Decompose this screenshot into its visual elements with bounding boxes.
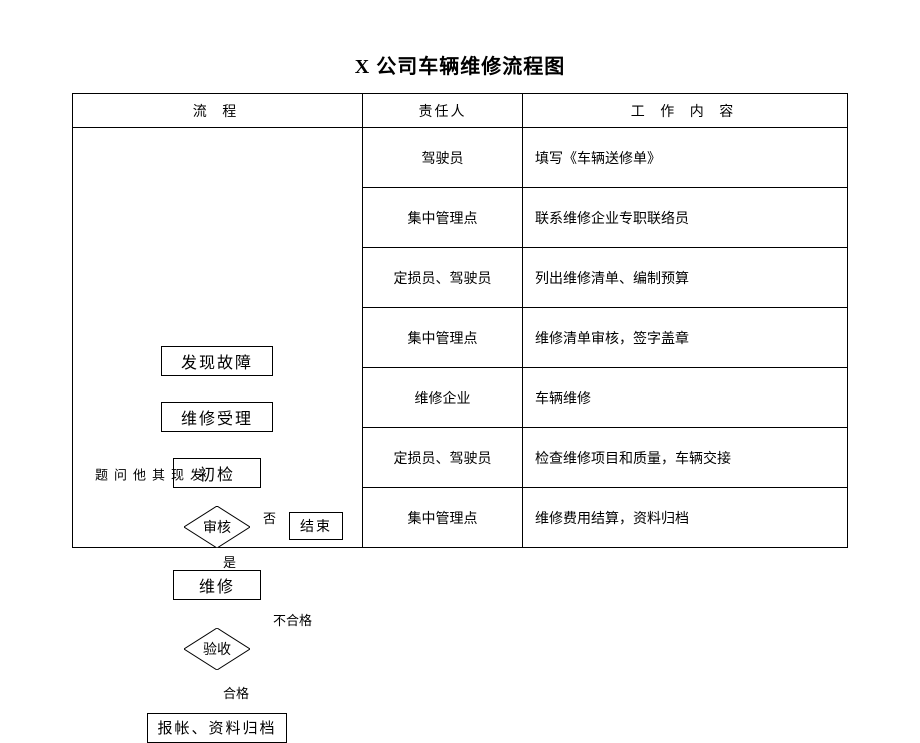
flow-node-n4: 结束 xyxy=(289,512,343,540)
flow-edge-label: 合格 xyxy=(223,683,249,702)
table-row-work: 车辆维修 xyxy=(523,368,848,428)
header-responsible: 责任人 xyxy=(363,94,523,128)
table-row-resp: 集中管理点 xyxy=(363,188,523,248)
process-table: 流 程 责任人 工 作 内 容 发现故障维修受理初检审核结束维修验收报帐、资料归… xyxy=(72,93,848,548)
table-row-resp: 集中管理点 xyxy=(363,488,523,548)
table-row-work: 维修费用结算，资料归档 xyxy=(523,488,848,548)
table-row-resp: 维修企业 xyxy=(363,368,523,428)
table-row-work: 联系维修企业专职联络员 xyxy=(523,188,848,248)
flowchart-cell: 发现故障维修受理初检审核结束维修验收报帐、资料归档否是合格不合格发现其他问题 xyxy=(73,128,363,548)
flow-edge-label: 否 xyxy=(263,508,276,527)
table-row-work: 填写《车辆送修单》 xyxy=(523,128,848,188)
flow-edge-label: 发现其他问题 xyxy=(91,468,205,485)
flow-node-n5: 维修 xyxy=(173,570,261,600)
table-row-work: 检查维修项目和质量，车辆交接 xyxy=(523,428,848,488)
table-row-work: 列出维修清单、编制预算 xyxy=(523,248,848,308)
header-work: 工 作 内 容 xyxy=(523,94,848,128)
flow-edge-label: 不合格 xyxy=(273,610,312,629)
table-row-resp: 定损员、驾驶员 xyxy=(363,248,523,308)
flow-edge-label: 是 xyxy=(223,552,236,571)
table-row-resp: 驾驶员 xyxy=(363,128,523,188)
flow-node-n1: 发现故障 xyxy=(161,346,273,376)
header-process: 流 程 xyxy=(73,94,363,128)
flow-node-d2: 验收 xyxy=(184,628,250,670)
page-title: X 公司车辆维修流程图 xyxy=(72,50,848,79)
flow-node-d1: 审核 xyxy=(184,506,250,548)
table-row-work: 维修清单审核，签字盖章 xyxy=(523,308,848,368)
flow-node-n2: 维修受理 xyxy=(161,402,273,432)
table-row-resp: 集中管理点 xyxy=(363,308,523,368)
table-row-resp: 定损员、驾驶员 xyxy=(363,428,523,488)
flow-node-n6: 报帐、资料归档 xyxy=(147,713,287,743)
